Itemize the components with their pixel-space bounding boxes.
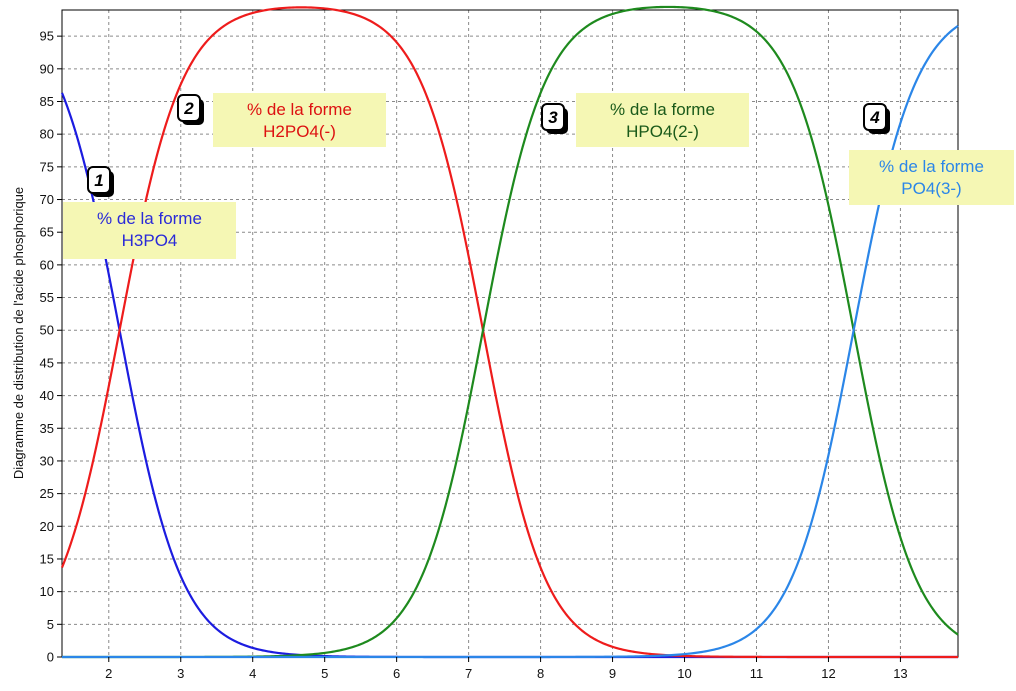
badge-number: 4 xyxy=(869,108,880,127)
annotation-1: % de la forme H3PO4 1 xyxy=(63,166,236,259)
y-tick-label: 40 xyxy=(40,388,54,403)
x-tick-label: 3 xyxy=(177,666,184,681)
y-tick-label: 25 xyxy=(40,486,54,501)
x-tick-label: 12 xyxy=(821,666,835,681)
badge-box xyxy=(177,94,201,122)
y-axis-label: Diagramme de distribution de l'acide pho… xyxy=(11,187,26,479)
x-tick-label: 2 xyxy=(105,666,112,681)
annotations: % de la forme H3PO4 1 % de la forme H2PO4(-)… xyxy=(63,93,1014,259)
annotation-4: % de la forme PO4(3-) 4 xyxy=(849,103,1014,205)
x-tick-label: 8 xyxy=(537,666,544,681)
y-tick-label: 75 xyxy=(40,159,54,174)
annotation-line2: H2PO4(-) xyxy=(263,122,336,141)
annotation-3: % de la forme HPO4(2-) 3 xyxy=(541,93,749,147)
axis-ticks: 2 3 4 5 6 7 8 9 10 11 12 13051015202530354045505560… xyxy=(40,29,908,681)
y-tick-label: 70 xyxy=(40,192,54,207)
y-tick-label: 0 xyxy=(47,650,54,665)
y-tick-label: 20 xyxy=(40,519,54,534)
annotation-line2: H3PO4 xyxy=(122,231,178,250)
x-tick-label: 6 xyxy=(393,666,400,681)
y-tick-label: 10 xyxy=(40,584,54,599)
badge-number: 2 xyxy=(183,99,194,118)
annotation-box xyxy=(213,93,386,147)
x-tick-label: 10 xyxy=(677,666,691,681)
y-tick-label: 80 xyxy=(40,127,54,142)
y-tick-label: 95 xyxy=(40,29,54,44)
series-line-h2po4 xyxy=(60,6,958,659)
badge-box xyxy=(863,103,887,131)
series-line-po4 xyxy=(62,24,959,659)
annotation-box xyxy=(849,150,1014,205)
y-tick-label: 85 xyxy=(40,94,54,109)
grid xyxy=(62,10,958,657)
annotation-box xyxy=(63,202,236,259)
annotation-line1: % de la forme xyxy=(610,100,715,119)
badge-number: 1 xyxy=(94,171,103,190)
y-tick-label: 45 xyxy=(40,355,54,370)
badge-box xyxy=(541,103,565,131)
y-tick-label: 35 xyxy=(40,421,54,436)
badge-box xyxy=(87,166,111,194)
y-tick-label: 60 xyxy=(40,257,54,272)
annotation-box xyxy=(576,93,749,147)
y-tick-label: 90 xyxy=(40,61,54,76)
x-tick-label: 13 xyxy=(893,666,907,681)
annotation-line2: PO4(3-) xyxy=(901,179,961,198)
y-tick-label: 5 xyxy=(47,617,54,632)
annotation-2: % de la forme H2PO4(-) 2 xyxy=(177,93,386,147)
y-tick-label: 55 xyxy=(40,290,54,305)
x-tick-label: 5 xyxy=(321,666,328,681)
series-layer xyxy=(60,5,959,659)
x-tick-label: 4 xyxy=(249,666,256,681)
y-tick-label: 65 xyxy=(40,225,54,240)
y-tick-label: 15 xyxy=(40,551,54,566)
y-tick-label: 30 xyxy=(40,453,54,468)
annotation-line1: % de la forme xyxy=(97,209,202,228)
x-tick-label: 7 xyxy=(465,666,472,681)
x-tick-label: 11 xyxy=(750,666,764,681)
annotation-line1: % de la forme xyxy=(247,100,352,119)
y-tick-label: 50 xyxy=(40,323,54,338)
badge-number: 3 xyxy=(548,108,558,127)
x-tick-label: 9 xyxy=(609,666,616,681)
annotation-line1: % de la forme xyxy=(879,157,984,176)
annotation-line2: HPO4(2-) xyxy=(626,122,699,141)
